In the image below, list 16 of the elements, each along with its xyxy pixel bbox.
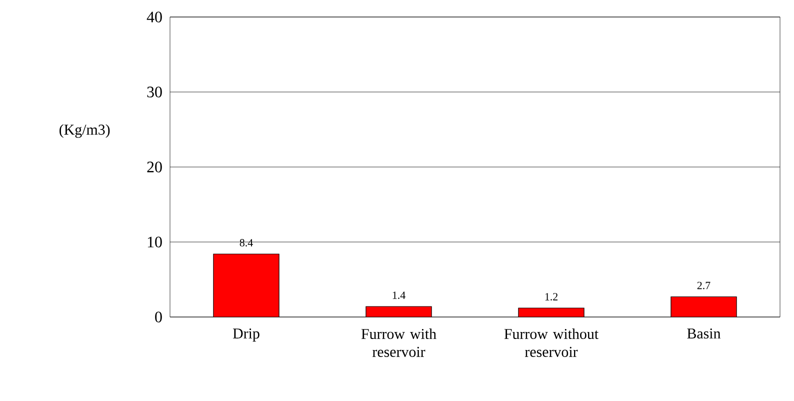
- x-tick-label: Drip: [232, 328, 260, 342]
- y-tick-label: 0: [155, 312, 162, 322]
- bar: [670, 296, 737, 317]
- x-tick-label: Basin: [687, 328, 721, 339]
- y-tick-label: 40: [146, 12, 162, 22]
- y-tick-label: 20: [147, 162, 162, 172]
- bar: [213, 254, 280, 317]
- y-axis-title: (Kg/m3): [60, 124, 110, 138]
- y-tick-label: 30: [147, 86, 162, 98]
- y-tick-label: 10: [148, 236, 162, 248]
- x-tick-label: Furrow without reservoir: [504, 328, 598, 357]
- x-tick-label: Furrow with reservoir: [361, 328, 436, 357]
- data-label: 1.4: [392, 292, 406, 299]
- data-label: 2.7: [697, 282, 710, 290]
- data-label: 8.4: [240, 239, 253, 246]
- data-label: 1.2: [545, 293, 558, 300]
